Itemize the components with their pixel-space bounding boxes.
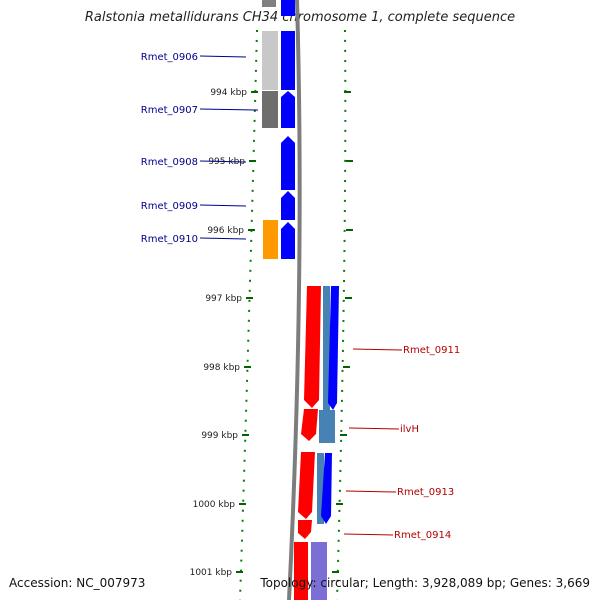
label-line-left bbox=[199, 160, 247, 163]
tick-label: 1000 kbp bbox=[193, 500, 236, 510]
gene-rmet-0911-red[interactable] bbox=[304, 286, 321, 408]
gene-gray-light[interactable] bbox=[262, 31, 278, 90]
tick-label: 1001 kbp bbox=[190, 568, 233, 578]
tick-marks-outer bbox=[332, 91, 353, 573]
tick-marks-inner bbox=[236, 91, 258, 573]
map-title: Ralstonia metallidurans CH34 chromosome … bbox=[84, 10, 516, 25]
gene-label-left[interactable]: Rmet_0909 bbox=[141, 201, 198, 212]
tick-label: 994 kbp bbox=[210, 88, 247, 98]
gene-rmet-0910-shape[interactable] bbox=[281, 222, 295, 259]
label-line-left bbox=[199, 55, 247, 58]
gene-rmet-0907-shape[interactable] bbox=[281, 91, 295, 128]
gene-label-right[interactable]: Rmet_0911 bbox=[403, 345, 460, 356]
gene-label-left[interactable]: Rmet_0908 bbox=[141, 157, 198, 168]
label-line-right bbox=[348, 427, 400, 430]
label-line-right bbox=[352, 348, 403, 351]
tick-label: 996 kbp bbox=[207, 226, 244, 236]
gene-labels: Rmet_0906 Rmet_0907 Rmet_0908 Rmet_0909 Rmet… bbox=[141, 52, 460, 541]
label-line-right bbox=[345, 490, 397, 493]
gene-label-lines bbox=[199, 55, 403, 536]
gene-label-left[interactable]: Rmet_0906 bbox=[141, 52, 198, 63]
gene-label-left[interactable]: Rmet_0910 bbox=[141, 234, 198, 245]
gene-rmet-0909-shape[interactable] bbox=[281, 191, 295, 220]
gene-ilvh-red[interactable] bbox=[301, 409, 318, 441]
gene-rmet-0911-blue[interactable] bbox=[328, 286, 339, 410]
gene-blue-top-stub[interactable] bbox=[281, 0, 295, 16]
gene-label-right[interactable]: Rmet_0914 bbox=[394, 530, 451, 541]
gene-label-right[interactable]: Rmet_0913 bbox=[397, 487, 454, 498]
topology-text: Topology: circular; Length: 3,928,089 bp… bbox=[260, 576, 590, 590]
gene-rmet-0913-red[interactable] bbox=[298, 452, 315, 519]
label-line-left bbox=[199, 108, 259, 111]
tick-label: 998 kbp bbox=[203, 363, 240, 373]
gene-label-right[interactable]: ilvH bbox=[400, 424, 419, 435]
label-line-right bbox=[343, 533, 394, 536]
gene-rmet-0913-steelblue[interactable] bbox=[317, 453, 324, 524]
gene-orange[interactable] bbox=[263, 220, 278, 259]
chromosome-backbone bbox=[287, 0, 302, 600]
gene-rmet-0906-shape[interactable] bbox=[281, 31, 295, 90]
tick-label: 999 kbp bbox=[201, 431, 238, 441]
gene-rmet-0911-steelblue[interactable] bbox=[323, 286, 330, 410]
gene-rmet-0914-red[interactable] bbox=[298, 520, 312, 539]
gene-rmet-0913-blue[interactable] bbox=[321, 453, 332, 524]
gene-label-left[interactable]: Rmet_0907 bbox=[141, 105, 198, 116]
gene-red-bottom[interactable] bbox=[294, 542, 308, 600]
gene-purple-bottom[interactable] bbox=[311, 542, 327, 600]
accession-text: Accession: NC_007973 bbox=[9, 576, 146, 590]
gene-top-stub[interactable] bbox=[262, 0, 276, 7]
gene-gray-dark[interactable] bbox=[262, 91, 278, 128]
gene-rmet-0908-shape[interactable] bbox=[281, 136, 295, 190]
label-line-left bbox=[199, 237, 247, 240]
tick-label: 997 kbp bbox=[205, 294, 242, 304]
gene-ilvh-steelblue[interactable] bbox=[319, 410, 335, 443]
label-line-left bbox=[199, 204, 247, 207]
inner-dotted-ring bbox=[239, 29, 258, 600]
